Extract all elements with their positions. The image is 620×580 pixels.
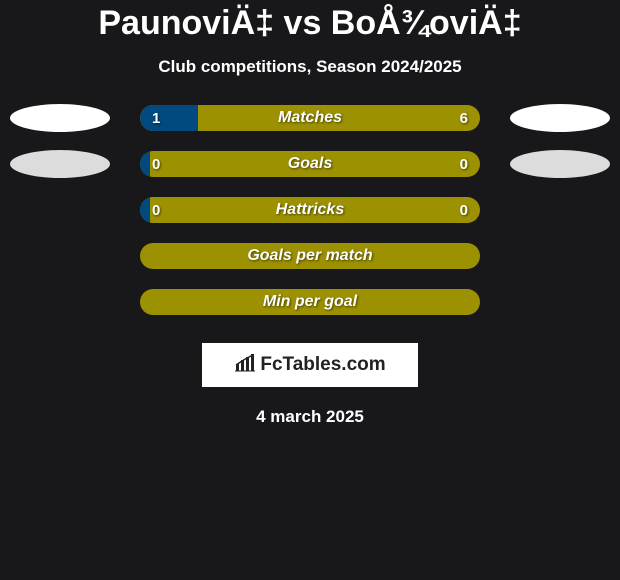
- comparison-card: PaunoviÄ‡ vs BoÅ¾oviÄ‡ Club competitions…: [0, 0, 620, 580]
- page-title: PaunoviÄ‡ vs BoÅ¾oviÄ‡: [0, 0, 620, 43]
- stat-rows: 16Matches 00Goals 00Hattricks Goals per mat…: [0, 105, 620, 315]
- stat-row: 00Goals: [0, 151, 620, 177]
- player-pill-left: [10, 104, 110, 132]
- page-subtitle: Club competitions, Season 2024/2025: [0, 57, 620, 77]
- source-logo-text: FcTables.com: [234, 352, 385, 378]
- stat-label: Hattricks: [140, 197, 480, 223]
- stat-row: 16Matches: [0, 105, 620, 131]
- player-pill-right: [510, 150, 610, 178]
- date-text: 4 march 2025: [0, 407, 620, 427]
- stat-bar: 00Goals: [140, 151, 480, 177]
- stat-row: Min per goal: [0, 289, 620, 315]
- stat-row: Goals per match: [0, 243, 620, 269]
- source-logo: FcTables.com: [202, 343, 418, 387]
- source-logo-label: FcTables.com: [260, 354, 385, 376]
- stat-bar: 16Matches: [140, 105, 480, 131]
- bar-chart-icon: [234, 352, 256, 378]
- stat-bar: Goals per match: [140, 243, 480, 269]
- stat-label: Matches: [140, 105, 480, 131]
- stat-row: 00Hattricks: [0, 197, 620, 223]
- stat-bar: Min per goal: [140, 289, 480, 315]
- stat-label: Min per goal: [140, 289, 480, 315]
- player-pill-left: [10, 150, 110, 178]
- stat-label: Goals per match: [140, 243, 480, 269]
- stat-label: Goals: [140, 151, 480, 177]
- player-pill-right: [510, 104, 610, 132]
- stat-bar: 00Hattricks: [140, 197, 480, 223]
